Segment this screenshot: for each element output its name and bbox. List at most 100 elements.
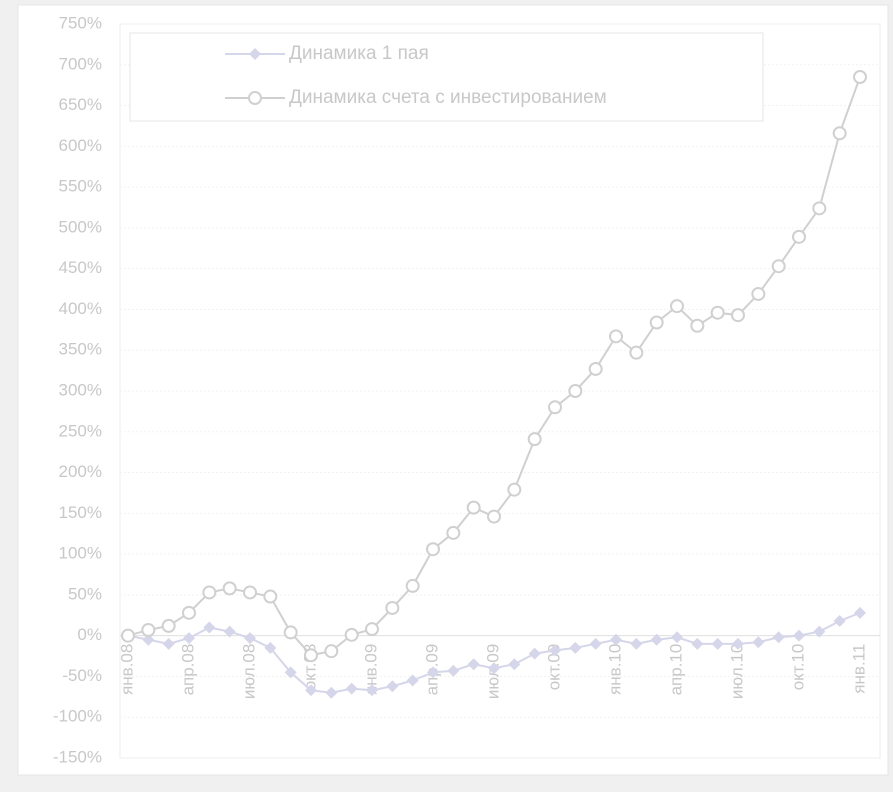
data-point [569,641,582,654]
data-point [142,633,155,646]
data-point [222,581,237,596]
y-tick-label: 350% [59,340,102,359]
data-point [690,318,705,333]
y-tick-label: 150% [59,503,102,522]
data-point [588,361,603,376]
data-point [141,622,156,637]
data-point [283,625,298,640]
data-point [548,400,562,415]
x-tick-label: янв.10 [605,644,624,695]
y-tick-label: 200% [59,462,102,481]
data-point [711,637,724,650]
y-tick-label: 500% [59,217,102,236]
y-tick-label: -150% [53,747,102,766]
y-tick-label: 600% [59,136,102,155]
data-point [813,625,826,638]
data-point [162,637,175,650]
data-point [710,305,725,320]
legend-marker [249,48,261,60]
data-point [771,259,786,274]
x-tick-label: янв.08 [117,644,136,695]
data-point [853,70,867,85]
y-tick-label: 50% [68,584,102,603]
data-point [406,674,419,687]
data-point [244,632,256,645]
data-point [284,666,297,679]
data-point [833,614,846,627]
y-tick-label: 400% [59,299,102,318]
y-tick-label: -100% [53,707,102,726]
data-point [691,637,704,650]
data-point [832,126,847,141]
data-point [610,633,622,646]
y-tick-label: 750% [59,13,102,32]
data-point [609,329,623,344]
data-point [243,585,257,600]
legend-label: Динамика 1 пая [289,43,429,64]
data-point [446,525,461,540]
data-point [630,637,643,650]
data-point [772,631,785,644]
x-tick-label: янв.11 [849,644,868,694]
data-point [325,686,338,699]
x-tick-label: апр.08 [178,644,197,696]
data-point [507,482,522,497]
y-tick-label: 550% [59,177,102,196]
data-point [752,636,765,649]
data-point [670,299,684,314]
data-point [405,578,420,593]
data-point [324,644,339,659]
data-point [447,664,460,677]
y-tick-label: 450% [59,258,102,277]
data-point [182,605,196,620]
data-point [649,315,664,330]
x-tick-label: окт.10 [788,644,807,691]
data-point [385,600,400,615]
data-point [589,637,602,650]
data-point [751,286,766,301]
y-tick-label: -50% [62,666,102,685]
data-point [264,641,277,654]
y-tick-label: 700% [59,54,102,73]
x-tick-label: июл.08 [239,644,258,699]
x-tick-label: окт.09 [544,644,563,691]
data-point [161,618,176,633]
data-point [386,680,399,693]
data-point [732,637,744,650]
data-point [671,631,683,644]
data-point [629,345,644,360]
data-point [731,308,745,323]
data-point [792,229,806,244]
data-point [528,647,541,660]
data-point [466,500,481,515]
data-point [527,432,542,447]
x-tick-label: июл.10 [727,644,746,699]
y-tick-label: 300% [59,380,102,399]
data-point [487,509,501,524]
data-point [344,627,359,642]
data-point [650,633,663,646]
data-point [365,622,379,637]
x-tick-label: янв.09 [361,644,380,695]
data-point [426,542,440,557]
data-point [203,621,216,634]
y-tick-label: 100% [59,544,102,563]
x-tick-label: апр.10 [666,644,685,696]
data-point [427,666,439,679]
data-point [854,606,866,619]
data-point [305,684,317,697]
legend [129,32,764,122]
data-point [263,589,278,604]
data-point [304,648,318,663]
data-point [223,625,236,638]
data-point [812,201,827,216]
data-point [467,658,480,671]
data-point [488,662,500,675]
data-point [508,658,521,671]
data-point [549,644,561,657]
data-point [202,585,217,600]
data-point [345,682,358,695]
legend-marker [248,91,262,105]
legend-label: Динамика счета с инвестированием [289,87,607,108]
